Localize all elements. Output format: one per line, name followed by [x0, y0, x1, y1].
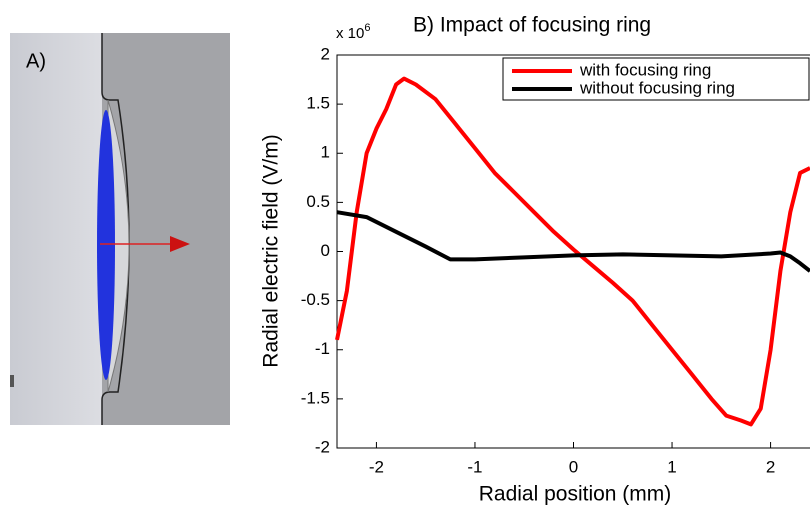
y-axis-label: Radial electric field (V/m)	[260, 134, 283, 367]
y-tick-label: 0.5	[306, 192, 330, 211]
multiplier-base: x 10	[336, 25, 364, 42]
panel-label: A)	[26, 50, 46, 72]
x-tick-label: 0	[569, 457, 578, 476]
y-tick-label: -1.5	[301, 388, 330, 407]
y-tick-label: -1	[315, 339, 330, 358]
legend-label: without focusing ring	[579, 78, 735, 97]
y-multiplier: x 106	[336, 22, 370, 42]
series-line	[337, 79, 810, 425]
x-tick-label: -2	[369, 457, 384, 476]
edge-mark	[10, 375, 14, 387]
x-axis-label: Radial position (mm)	[479, 483, 672, 506]
y-tick-label: 0	[321, 241, 330, 260]
y-tick-label: -2	[315, 437, 330, 456]
panel-b: B) Impact of focusing ring x 106 Radial …	[260, 14, 810, 506]
legend-label: with focusing ring	[579, 60, 711, 79]
x-tick-label: -1	[467, 457, 482, 476]
series-line	[337, 212, 810, 271]
particles	[97, 110, 115, 380]
y-tick-label: 1	[321, 143, 330, 162]
x-tick-label: 2	[766, 457, 775, 476]
x-tick-label: 1	[667, 457, 676, 476]
y-tick-label: 2	[321, 44, 330, 63]
figure: A) B) Impact of focusing ring x 106 Radi…	[0, 0, 810, 510]
y-tick-label: 1.5	[306, 94, 330, 113]
panel-a: A)	[10, 33, 230, 425]
left-region	[10, 33, 102, 425]
chart-title: B) Impact of focusing ring	[413, 14, 651, 37]
multiplier-exponent: 6	[364, 22, 370, 34]
y-tick-label: -0.5	[301, 290, 330, 309]
